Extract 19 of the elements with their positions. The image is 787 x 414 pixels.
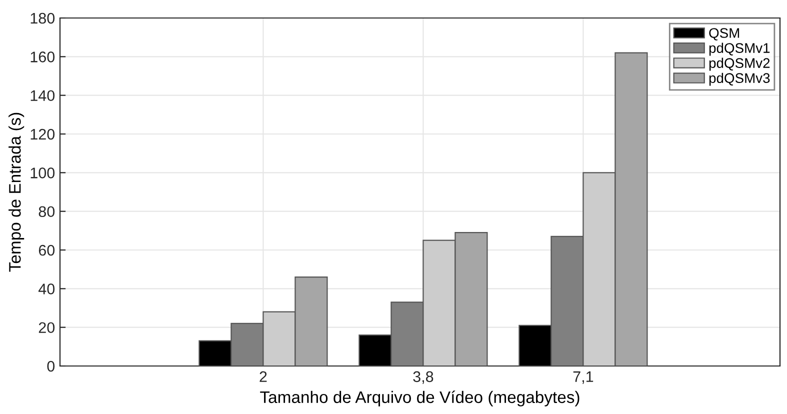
y-tick-label: 100: [30, 168, 55, 178]
y-axis-title: Tempo de Entrada (s): [8, 112, 24, 272]
legend-label: pdQSMv1: [709, 42, 770, 56]
y-tick-label: 20: [38, 322, 55, 334]
x-tick-label: 2: [260, 371, 267, 382]
y-tick-label: 180: [30, 12, 55, 24]
y-tick-label: 40: [38, 284, 55, 294]
x-axis-title: Tamanho de Arquivo de Vídeo (megabytes): [260, 390, 580, 406]
x-tick-label: 3,8: [413, 371, 434, 384]
y-tick-label: 60: [38, 244, 55, 256]
legend-label: pdQSMv3: [709, 72, 770, 86]
legend-label: pdQSMv2: [709, 58, 770, 71]
legend-label: QSM: [709, 28, 740, 40]
y-tick-label: 0: [47, 360, 55, 372]
y-tick-label: 120: [30, 128, 55, 140]
y-tick-label: 160: [30, 52, 55, 62]
y-tick-label: 140: [30, 90, 55, 102]
y-tick-label: 80: [38, 206, 55, 218]
x-tick-label: 7,1: [573, 371, 594, 384]
